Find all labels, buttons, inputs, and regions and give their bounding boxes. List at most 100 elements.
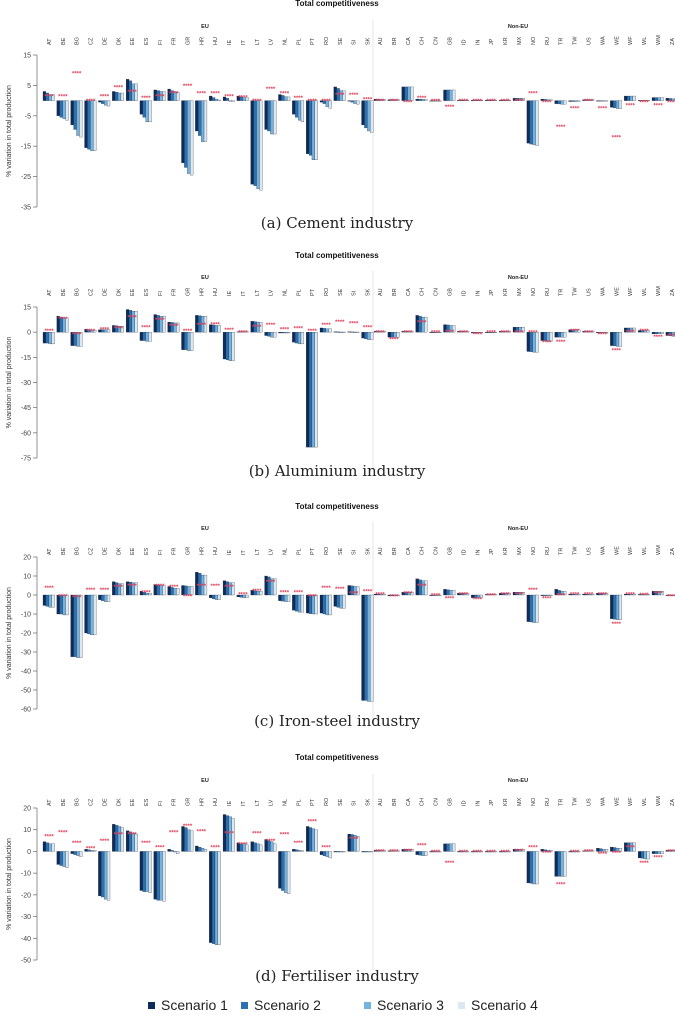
bar-scenario-4: [273, 578, 277, 596]
bar-scenario-4: [493, 594, 497, 596]
x-tick-label: PL: [296, 289, 302, 296]
significance-marker: ****: [626, 593, 636, 599]
bar-scenario-3: [602, 100, 606, 102]
bar-scenario-3: [145, 100, 149, 123]
y-axis-label: % variation in total production: [6, 838, 13, 930]
significance-marker: ****: [280, 327, 290, 333]
x-tick-label: SE: [338, 37, 344, 45]
x-tick-label: EE: [130, 288, 136, 296]
bar-scenario-2: [557, 332, 561, 338]
significance-marker: ****: [294, 841, 304, 847]
bar-scenario-4: [134, 582, 138, 596]
significance-marker: ****: [349, 592, 359, 598]
bar-scenario-3: [657, 332, 661, 334]
bar-scenario-2: [404, 86, 408, 101]
bar-scenario-1: [306, 100, 310, 154]
bar-group-LT: ****: [250, 589, 263, 596]
x-tick-label: GB: [448, 798, 454, 806]
significance-marker: ****: [431, 331, 441, 337]
bar-scenario-1: [42, 594, 47, 606]
bar-scenario-4: [577, 593, 581, 596]
group-label-eu: EU: [201, 24, 209, 30]
significance-marker: ****: [169, 92, 179, 98]
bar-scenario-3: [76, 851, 80, 856]
bar-scenario-1: [70, 100, 74, 126]
significance-marker: ****: [183, 824, 193, 830]
bar-group-NL: ****: [278, 92, 291, 101]
bar-scenario-4: [106, 594, 111, 602]
bar-group-KR: ****: [498, 850, 511, 856]
x-tick-label: US: [587, 288, 593, 296]
bar-scenario-3: [367, 100, 371, 132]
x-tick-label: IN: [475, 800, 481, 806]
significance-marker: ****: [141, 591, 151, 597]
chart-title: Total competitiveness: [295, 0, 379, 8]
bar-scenario-4: [231, 818, 235, 852]
bar-group-IN: ****: [471, 99, 484, 105]
x-tick-label: NO: [531, 797, 537, 806]
y-tick-label: 20: [23, 806, 31, 813]
significance-marker: ****: [626, 846, 636, 852]
bar-group-SE: ****: [333, 587, 346, 609]
bar-scenario-4: [203, 100, 208, 142]
bar-group-PL: ****: [292, 96, 305, 123]
bar-group-EE: ****: [125, 79, 138, 101]
x-tick-label: JP: [489, 799, 495, 806]
bar-scenario-2: [418, 851, 422, 856]
bar-scenario-3: [187, 100, 191, 174]
bar-scenario-1: [56, 851, 60, 865]
bar-scenario-4: [79, 100, 83, 138]
bar-scenario-4: [342, 851, 346, 853]
bar-scenario-4: [479, 851, 484, 853]
bar-scenario-4: [245, 594, 249, 598]
bar-scenario-2: [87, 100, 91, 150]
bar-scenario-4: [176, 851, 180, 854]
bar-group-GB: ****: [443, 89, 456, 111]
bar-group-LT: ****: [250, 99, 263, 191]
bar-scenario-4: [424, 98, 428, 101]
bar-scenario-1: [98, 100, 102, 103]
significance-marker: ****: [639, 593, 649, 599]
significance-marker: ****: [375, 331, 385, 337]
bar-group-FR: ****: [167, 321, 180, 333]
y-tick-label: 20: [23, 555, 31, 562]
significance-marker: ****: [155, 846, 165, 852]
bar-scenario-4: [660, 591, 664, 596]
bar-scenario-4: [452, 325, 456, 333]
bar-scenario-1: [361, 332, 365, 339]
bar-scenario-1: [278, 851, 282, 889]
bar-scenario-2: [529, 100, 533, 145]
bar-scenario-2: [295, 594, 299, 612]
bar-scenario-4: [549, 99, 553, 101]
x-tick-label: IN: [475, 290, 481, 296]
significance-marker: ****: [211, 846, 221, 852]
bar-group-CZ: ****: [84, 329, 97, 335]
bar-scenario-3: [201, 100, 205, 142]
bar-scenario-2: [73, 851, 77, 855]
bar-scenario-1: [333, 331, 337, 333]
x-tick-label: HR: [199, 547, 205, 555]
bar-scenario-4: [287, 851, 291, 894]
bar-scenario-4: [479, 332, 484, 334]
bar-scenario-4: [328, 328, 332, 333]
bar-group-WE: ****: [610, 332, 623, 354]
bar-scenario-2: [253, 842, 257, 852]
bar-scenario-4: [438, 332, 442, 333]
significance-marker: ****: [307, 820, 317, 826]
bar-scenario-4: [507, 331, 511, 333]
bar-scenario-4: [382, 99, 386, 101]
bar-scenario-4: [148, 100, 152, 123]
x-tick-label: JP: [489, 289, 495, 296]
bar-scenario-4: [370, 332, 374, 340]
bar-scenario-4: [591, 99, 595, 101]
bar-scenario-1: [401, 86, 405, 101]
bar-scenario-4: [273, 332, 277, 338]
bar-scenario-4: [604, 100, 609, 102]
bar-group-TR: ****: [554, 100, 567, 131]
significance-marker: ****: [431, 594, 441, 600]
significance-marker: ****: [114, 85, 124, 91]
bar-group-FR: ****: [167, 88, 180, 101]
bar-group-GB: ****: [443, 843, 456, 867]
x-tick-label: FR: [172, 289, 178, 296]
significance-marker: ****: [294, 591, 304, 597]
